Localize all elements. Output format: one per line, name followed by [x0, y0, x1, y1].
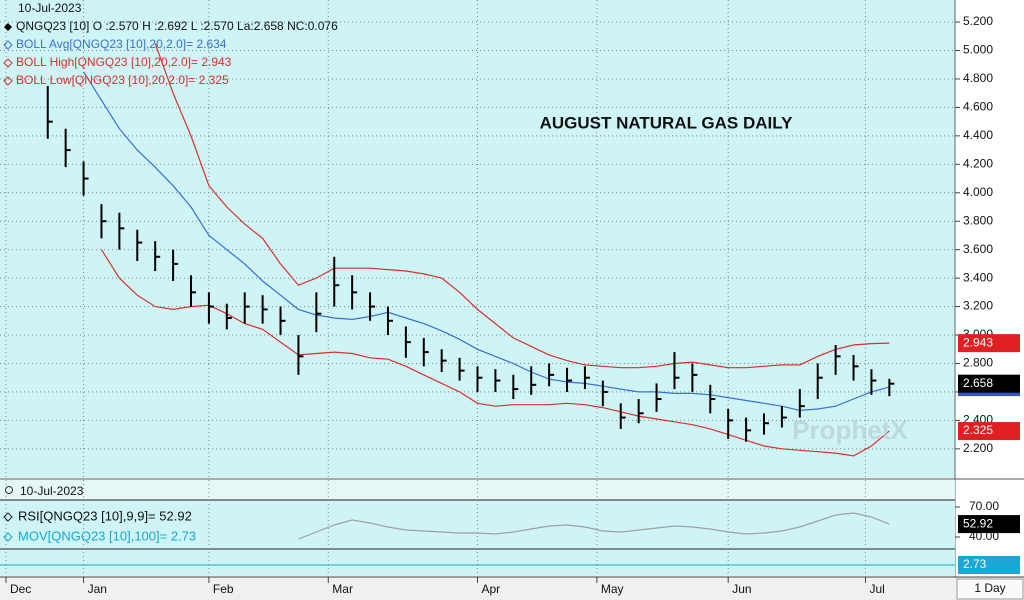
- y-tick-label: 2.800: [963, 356, 993, 370]
- series-line: [100, 249, 890, 457]
- value-tag-label: 2.658: [963, 376, 993, 390]
- y-tick-label: 3.200: [963, 299, 993, 313]
- value-tag: [958, 556, 1020, 574]
- y-tick-label: 5.200: [963, 14, 993, 28]
- x-tick-label: Dec: [10, 582, 31, 596]
- legend-icon: [3, 40, 13, 50]
- series-line: [83, 71, 890, 412]
- legend-icon: [4, 23, 12, 31]
- zoom-icon[interactable]: [5, 486, 13, 494]
- series-line: [154, 43, 890, 369]
- x-tick-label: Mar: [332, 582, 353, 596]
- x-tick-label: Apr: [482, 582, 501, 596]
- y-tick-label: 4.000: [963, 185, 993, 199]
- price-panel: [0, 0, 955, 478]
- y-tick-label: 3.400: [963, 270, 993, 284]
- x-tick-label: Jul: [869, 582, 884, 596]
- interval-button[interactable]: [956, 578, 1024, 600]
- legend-entry: RSI[QNGQ23 [10],9,9]= 52.92: [18, 508, 192, 523]
- value-tag: [958, 334, 1020, 353]
- x-tick-label: Jun: [732, 582, 751, 596]
- interval-label[interactable]: 1 Day: [974, 581, 1005, 595]
- date-label: 10-Jul-2023: [18, 1, 82, 15]
- rsi-date-label: 10-Jul-2023: [20, 484, 84, 498]
- value-tag-label: 52.92: [963, 516, 993, 530]
- legend-entry: MOV[QNGQ23 [10],100]= 2.73: [18, 528, 196, 543]
- y-tick-label: 4.800: [963, 71, 993, 85]
- legend-entry: BOLL Low[QNGQ23 [10],20,2.0]= 2.325: [16, 73, 229, 87]
- watermark: ProphetX: [792, 415, 908, 445]
- legend-ohlc: QNGQ23 [10] O :2.570 H :2.692 L :2.570 L…: [16, 19, 338, 33]
- price-axis-panel: [955, 0, 1024, 478]
- chart-title: AUGUST NATURAL GAS DAILY: [540, 113, 793, 132]
- legend-icon: [3, 532, 13, 542]
- legend-icon: [3, 58, 13, 68]
- value-tag-label: 2.73: [963, 557, 987, 571]
- legend-icon: [3, 76, 13, 86]
- x-tick-label: Feb: [213, 582, 234, 596]
- x-tick-label: Jan: [88, 582, 107, 596]
- y-tick-label: 3.600: [963, 242, 993, 256]
- value-tag: [958, 515, 1020, 534]
- legend-icon: [3, 512, 13, 522]
- value-tag-label: 2.943: [963, 335, 993, 349]
- y-tick-label: 70.00: [969, 499, 999, 513]
- rsi-header: [0, 480, 955, 500]
- value-tag: [958, 374, 1020, 393]
- value-tag-label: 2.325: [963, 423, 993, 437]
- legend-entry: BOLL High[QNGQ23 [10],20,2.0]= 2.943: [16, 55, 232, 69]
- value-tag: [958, 422, 1020, 441]
- y-tick-label: 3.800: [963, 213, 993, 227]
- y-tick-label: 2.200: [963, 441, 993, 455]
- series-line: [298, 512, 890, 540]
- y-tick-label: 4.600: [963, 100, 993, 114]
- legend-entry: BOLL Avg[QNGQ23 [10],20,2.0]= 2.634: [16, 37, 227, 51]
- y-tick-label: 4.200: [963, 156, 993, 170]
- x-tick-label: May: [601, 582, 624, 596]
- y-tick-label: 4.400: [963, 128, 993, 142]
- date-axis: [0, 577, 1024, 600]
- y-tick-label: 5.000: [963, 43, 993, 57]
